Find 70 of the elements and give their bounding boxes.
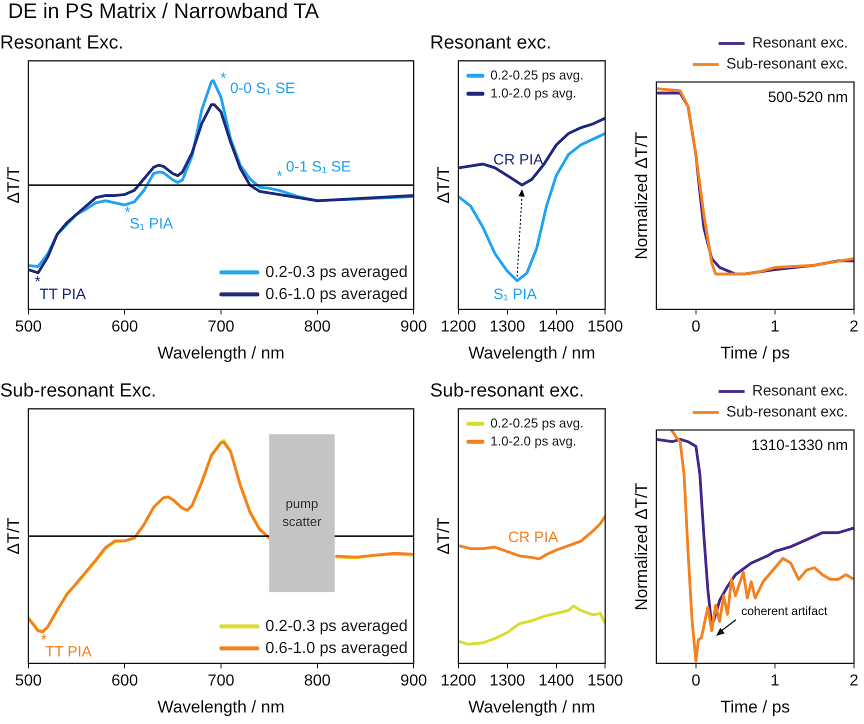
x-tick-label: 1400 bbox=[538, 318, 574, 336]
annotation: * bbox=[220, 70, 226, 87]
annotation: CR PIA bbox=[508, 529, 558, 546]
x-tick-label: 500 bbox=[15, 672, 42, 690]
x-tick-label: 1 bbox=[770, 672, 780, 690]
x-tick-label: 1500 bbox=[587, 672, 624, 690]
y-axis-title: ΔT/T bbox=[4, 518, 23, 555]
chart-title: Resonant Exc. bbox=[0, 32, 124, 54]
x-tick-label: 1 bbox=[770, 318, 780, 336]
y-axis-title: ΔT/T bbox=[4, 166, 23, 204]
x-tick-label: 1400 bbox=[538, 672, 574, 690]
x-tick-label: 2 bbox=[850, 318, 859, 336]
x-axis-title: Wavelength / nm bbox=[158, 343, 284, 362]
annotation: * bbox=[40, 632, 47, 649]
annotation: 0-0 S₁ SE bbox=[230, 80, 296, 97]
legend-label: 1.0-2.0 ps avg. bbox=[490, 85, 576, 100]
x-tick-label: 1200 bbox=[440, 318, 476, 336]
y-axis-title: Normalized ΔT/T bbox=[632, 482, 651, 610]
x-tick-label: 500 bbox=[15, 318, 42, 336]
x-tick-label: 700 bbox=[208, 672, 234, 690]
annotation: S₁ PIA bbox=[130, 216, 174, 233]
x-tick-label: 1300 bbox=[490, 318, 526, 336]
legend-label: 0.2-0.3 ps averaged bbox=[265, 618, 408, 635]
chart-title: Sub-resonant exc. bbox=[430, 380, 584, 402]
legend-label: 0.6-1.0 ps averaged bbox=[265, 286, 408, 303]
legend-label: Sub-resonant exc. bbox=[726, 56, 848, 73]
x-tick-label: 900 bbox=[400, 672, 428, 690]
y-axis-title: ΔT/T bbox=[434, 518, 453, 555]
x-tick-label: 1200 bbox=[440, 672, 476, 690]
annotation: 500-520 nm bbox=[768, 89, 848, 106]
chart-title: Resonant exc. bbox=[430, 32, 552, 54]
annotation: S₁ PIA bbox=[493, 286, 537, 303]
legend-label: 0.2-0.25 ps avg. bbox=[490, 67, 584, 82]
annotation: * bbox=[276, 168, 283, 186]
x-axis-title: Wavelength / nm bbox=[158, 697, 284, 716]
x-tick-label: 0 bbox=[691, 318, 700, 336]
text: * bbox=[34, 274, 41, 291]
chart-title: Sub-resonant Exc. bbox=[0, 380, 156, 402]
annotation: 0-1 S₁ SE bbox=[286, 158, 352, 176]
x-tick-label: 600 bbox=[111, 318, 138, 336]
x-axis-title: Wavelength / nm bbox=[468, 697, 596, 716]
annotation: 1310-1330 nm bbox=[751, 437, 848, 454]
legend-label: 0.2-0.25 ps avg. bbox=[490, 415, 584, 430]
y-axis-title: ΔT/T bbox=[434, 166, 453, 204]
text: TT PIA bbox=[39, 286, 86, 303]
legend-label: Sub-resonant exc. bbox=[726, 404, 848, 421]
x-axis-title: Time / ps bbox=[720, 343, 790, 362]
x-axis-title: Wavelength / nm bbox=[468, 343, 596, 362]
annotation: coherent artifact bbox=[741, 604, 828, 618]
x-tick-label: 600 bbox=[111, 672, 138, 690]
x-tick-label: 2 bbox=[850, 672, 859, 690]
annotation: CR PIA bbox=[493, 152, 544, 169]
x-tick-label: 1500 bbox=[587, 318, 624, 336]
legend-label: 0.2-0.3 ps averaged bbox=[265, 264, 408, 281]
legend-label: Resonant exc. bbox=[752, 34, 848, 52]
legend-label: Resonant exc. bbox=[752, 382, 848, 400]
x-tick-label: 0 bbox=[691, 672, 700, 690]
x-tick-label: 1300 bbox=[490, 672, 526, 690]
y-axis-title: Normalized ΔT/T bbox=[632, 132, 651, 260]
legend-label: 1.0-2.0 ps avg. bbox=[490, 433, 576, 448]
annotation: * bbox=[124, 204, 130, 222]
text: TT PIA bbox=[45, 644, 92, 661]
text: DE in PS Matrix / Narrowband TA bbox=[8, 0, 319, 24]
legend-label: 0.6-1.0 ps averaged bbox=[265, 640, 408, 657]
x-axis-title: Time / ps bbox=[720, 697, 790, 716]
x-tick-label: 800 bbox=[304, 318, 331, 336]
x-tick-label: 800 bbox=[304, 672, 331, 690]
x-tick-label: 900 bbox=[400, 318, 428, 336]
band-label: pump scatter bbox=[282, 496, 322, 529]
x-tick-label: 700 bbox=[208, 318, 234, 336]
